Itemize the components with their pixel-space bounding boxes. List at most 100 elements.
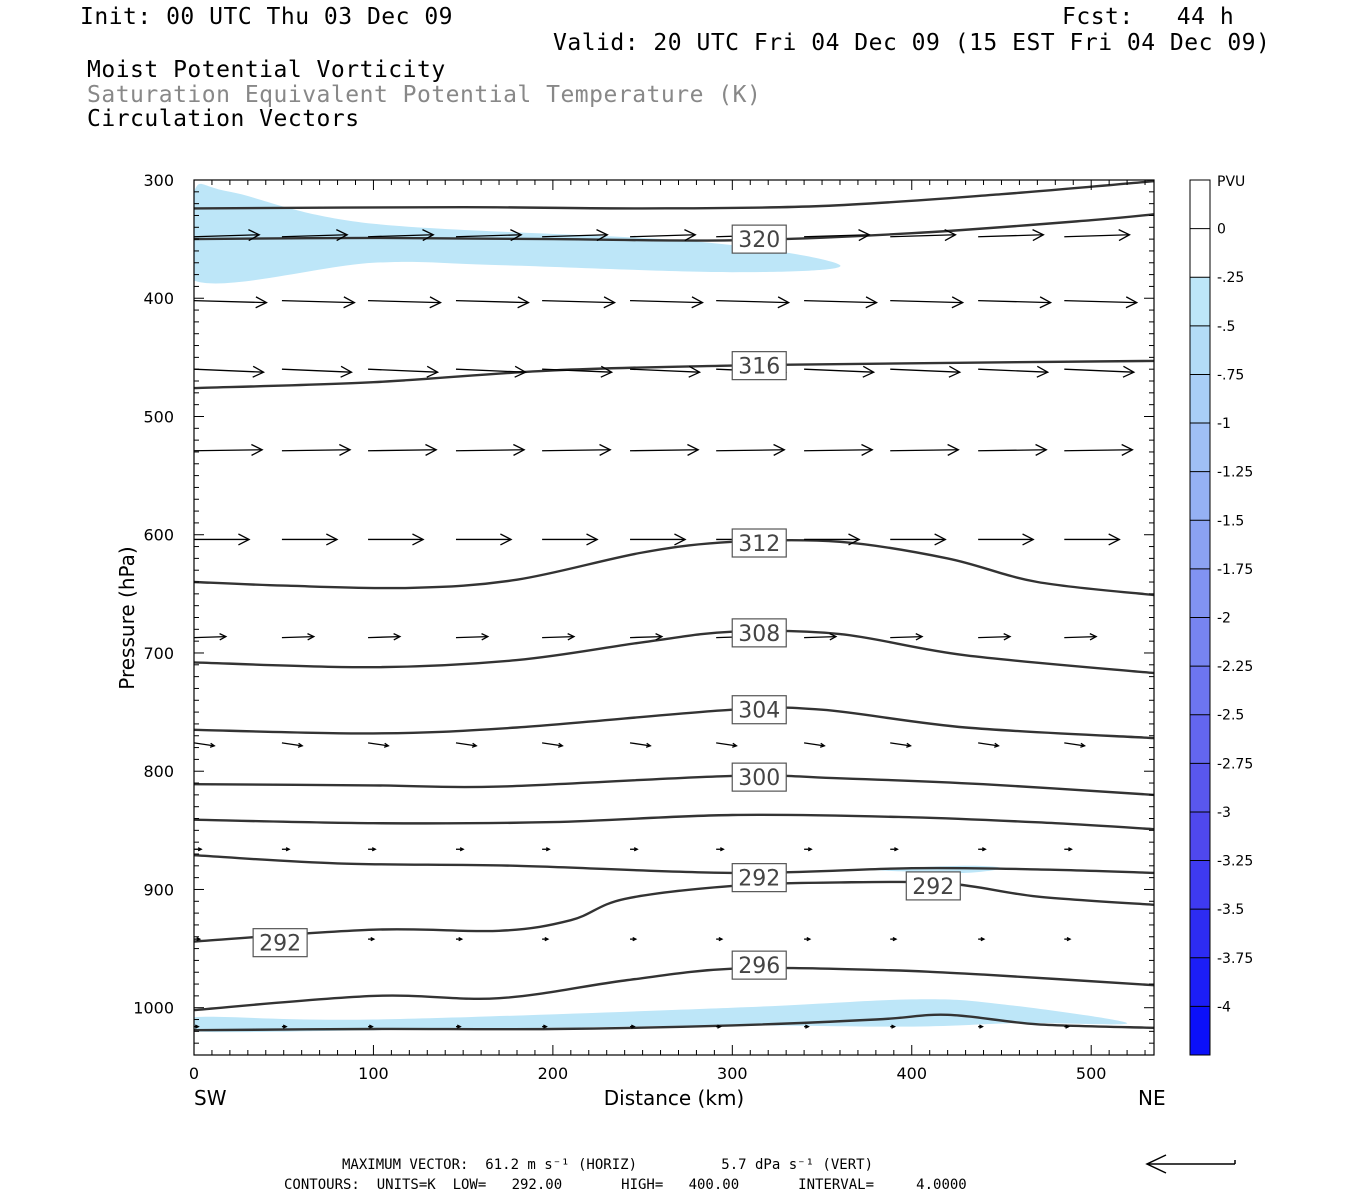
vector-shaft: [368, 635, 400, 639]
theta-es-contour: [194, 966, 1154, 1012]
circulation-vector: [455, 443, 526, 456]
contour-label-text: 296: [738, 954, 780, 979]
circulation-vector: [542, 365, 614, 378]
vector-head: [718, 936, 724, 942]
vector-head: [282, 1024, 288, 1029]
vector-shaft: [890, 234, 956, 238]
vector-head: [915, 633, 924, 641]
vector-head: [979, 1024, 984, 1029]
circulation-vector: [455, 633, 490, 641]
circulation-vector: [281, 533, 339, 546]
vector-shaft: [630, 299, 703, 304]
colorbar-label: -1.5: [1217, 513, 1244, 529]
circulation-vector: [455, 936, 464, 942]
circulation-vector: [716, 296, 791, 309]
contour-label: 292: [905, 871, 961, 901]
colorbar-segment: [1190, 666, 1210, 716]
circulation-vector: [281, 1024, 288, 1029]
vector-head: [1022, 533, 1035, 546]
vector-head: [285, 847, 291, 852]
vector-shaft: [542, 368, 612, 373]
vector-shaft: [542, 449, 611, 452]
vector-shaft: [804, 299, 877, 304]
circulation-vector: [368, 936, 376, 942]
theta-es-contour: [194, 213, 1154, 242]
vector-shaft: [630, 449, 699, 452]
vector-head: [458, 936, 464, 942]
y-tick-label: 500: [143, 407, 174, 426]
vector-shaft: [281, 368, 352, 373]
contour-label-text: 304: [738, 699, 780, 724]
vector-head: [514, 365, 528, 378]
vector-shaft: [281, 299, 355, 304]
x-axis-title: Distance (km): [604, 1086, 744, 1110]
vector-head: [807, 847, 813, 852]
theta-es-contour: [194, 1013, 1154, 1032]
theta-es-contour: [194, 538, 1154, 597]
circulation-vector: [1064, 443, 1134, 456]
vector-head: [906, 742, 912, 748]
valid-time: Valid: 20 UTC Fri 04 Dec 09 (15 EST Fri …: [553, 30, 1271, 56]
x-right-direction: NE: [1138, 1086, 1166, 1110]
vector-shaft: [1064, 368, 1134, 373]
circulation-vector: [630, 365, 702, 378]
vector-head: [947, 443, 960, 456]
colorbar-segment: [1190, 277, 1210, 327]
vector-shaft: [630, 234, 696, 238]
circulation-vector: [803, 742, 826, 748]
vector-shaft: [368, 368, 438, 373]
plot-frame: [193, 179, 1155, 1056]
init-time: Init: 00 UTC Thu 03 Dec 09: [80, 4, 454, 30]
circulation-vector: [890, 633, 924, 641]
vector-head: [1032, 229, 1045, 242]
contour-label-text: 308: [738, 622, 780, 647]
vector-shaft: [368, 234, 434, 238]
vector-head: [630, 1024, 636, 1029]
colorbar-label: -.5: [1217, 319, 1235, 335]
vector-head: [425, 443, 438, 456]
vector-head: [732, 742, 738, 748]
vector-shaft: [716, 299, 789, 304]
vector-shaft: [455, 368, 526, 373]
vector-shaft: [281, 234, 348, 238]
contour-label-box: [731, 863, 787, 893]
colorbar-label: -3: [1217, 805, 1231, 821]
circulation-vector: [890, 443, 960, 456]
vector-head: [633, 847, 639, 852]
reference-vector-arrow: [1145, 1154, 1236, 1174]
circulation-vector: [978, 296, 1053, 309]
vector-head: [1065, 1024, 1071, 1029]
circulation-vector: [542, 742, 564, 748]
colorbar-segment: [1190, 228, 1210, 278]
vector-shaft: [281, 635, 314, 639]
circulation-vector: [368, 443, 438, 456]
vector-shaft: [1064, 234, 1130, 238]
circulation-vector: [630, 633, 664, 641]
vector-head: [500, 533, 513, 546]
theta-es-contour: [194, 359, 1154, 390]
contour-label-text: 292: [912, 875, 954, 900]
colorbar-label: -3.25: [1217, 854, 1253, 870]
circulation-vector: [455, 365, 528, 378]
y-tick-label: 600: [143, 526, 174, 545]
y-tick-label: 900: [143, 880, 174, 899]
vector-head: [806, 936, 812, 942]
vector-shaft: [368, 449, 437, 452]
colorbar-label: -1.25: [1217, 465, 1253, 481]
vector-head: [1068, 847, 1073, 852]
circulation-vector: [804, 296, 879, 309]
circulation-vector: [194, 1024, 200, 1029]
vector-head: [819, 742, 826, 748]
vector-head: [383, 742, 390, 748]
vector-shaft: [978, 635, 1011, 639]
colorbar-segment: [1190, 763, 1210, 813]
vector-shaft: [455, 449, 525, 452]
theta-es-contour: [194, 180, 1154, 210]
vector-head: [255, 296, 268, 309]
circulation-vector: [890, 533, 947, 546]
vector-shaft: [890, 368, 960, 373]
colorbar-label: -1: [1217, 416, 1231, 432]
colorbar-label: -4: [1217, 999, 1231, 1015]
contour-label-box: [731, 950, 787, 980]
contour-label-box: [252, 928, 308, 958]
